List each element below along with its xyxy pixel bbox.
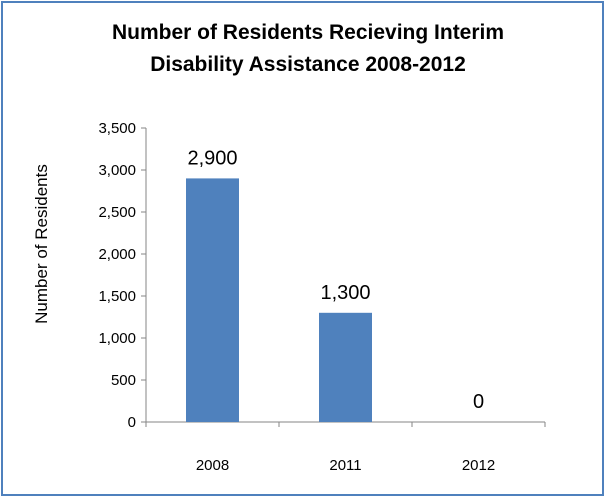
y-axis-label: Number of Residents <box>32 164 51 324</box>
y-tick-label: 500 <box>111 372 136 389</box>
bar-2008 <box>186 178 239 422</box>
y-tick-label: 3,500 <box>98 120 136 137</box>
y-tick-label: 2,000 <box>98 246 136 263</box>
chart-title-line-2: Disability Assistance 2008-2012 <box>150 53 466 76</box>
y-tick-label: 2,500 <box>98 204 136 221</box>
y-tick-label: 3,000 <box>98 162 136 179</box>
data-label-2008: 2,900 <box>187 147 237 169</box>
y-tick-label: 1,000 <box>98 330 136 347</box>
y-tick-label: 1,500 <box>98 288 136 305</box>
data-label-2012: 0 <box>473 391 484 413</box>
plot-area: 0 500 1,000 1,500 2,000 2,500 3,000 3,500 2,900 2… <box>98 120 546 474</box>
bar-2011 <box>319 312 372 422</box>
x-tick-label-2008: 2008 <box>196 457 229 474</box>
y-tick-label: 0 <box>128 414 136 431</box>
data-label-2011: 1,300 <box>320 282 370 304</box>
x-tick-label-2012: 2012 <box>462 457 495 474</box>
x-tick-label-2011: 2011 <box>329 457 361 474</box>
chart-title-line-1: Number of Residents Recieving Interim <box>112 21 504 44</box>
